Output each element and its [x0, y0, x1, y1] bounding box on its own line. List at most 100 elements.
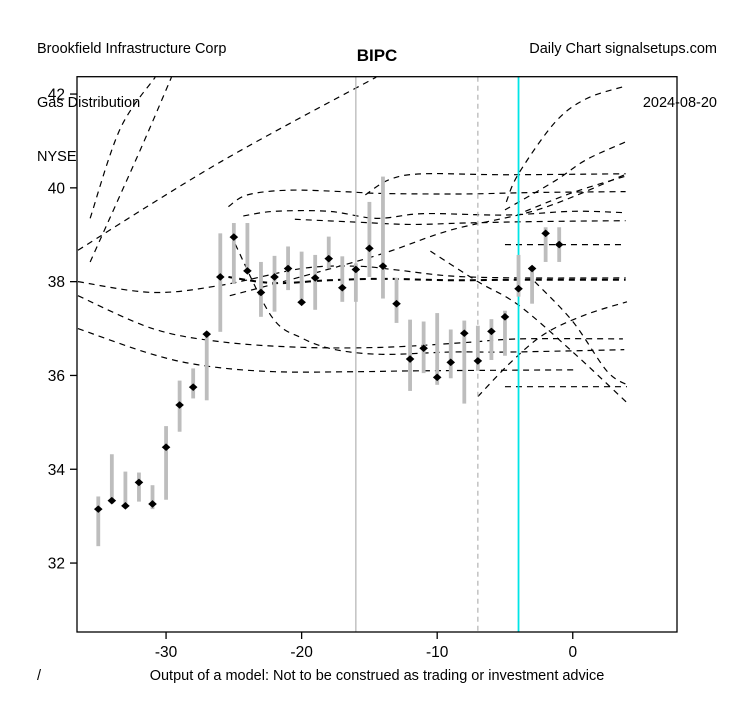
- price-bar: [353, 263, 358, 302]
- disclaimer-caption: Output of a model: Not to be construed a…: [149, 668, 605, 684]
- close-marker: [93, 505, 103, 513]
- close-marker: [215, 273, 225, 281]
- price-bar: [123, 471, 128, 509]
- close-marker: [283, 264, 293, 273]
- close-marker: [134, 478, 144, 487]
- close-marker: [514, 284, 523, 293]
- price-bar: [272, 255, 277, 312]
- price-bar: [231, 223, 236, 284]
- close-marker: [365, 244, 374, 253]
- close-marker: [446, 358, 456, 367]
- price-bar: [381, 176, 385, 299]
- close-marker: [378, 262, 388, 270]
- price-bar: [489, 319, 494, 360]
- price-bar: [503, 310, 507, 356]
- price-bar: [137, 472, 141, 502]
- close-marker: [432, 373, 442, 382]
- close-marker: [202, 330, 212, 338]
- model-line-falling-diagonal-right-2: [534, 281, 628, 386]
- chart-source: Daily Chart signalsetups.com: [529, 41, 717, 57]
- price-bar: [150, 485, 155, 510]
- model-line-level-39-5: [243, 209, 626, 219]
- model-line-falling-diagonal-right: [430, 250, 628, 404]
- close-marker: [270, 273, 279, 281]
- model-line-band-36-8: [77, 295, 623, 349]
- close-marker: [229, 233, 239, 241]
- close-marker: [310, 274, 320, 282]
- model-line-forecast-fan-up-2: [504, 141, 626, 211]
- close-marker: [324, 254, 334, 263]
- close-marker: [107, 496, 117, 505]
- close-marker: [121, 502, 130, 510]
- chart-date: 2024-08-20: [642, 95, 717, 111]
- model-line-long-rising-diagonal: [77, 76, 377, 251]
- price-bar: [530, 266, 534, 304]
- model-line-level-39-3: [294, 218, 626, 226]
- model-line-level-39-9: [228, 189, 626, 208]
- x-axis-tick-label: 0: [568, 644, 577, 661]
- model-line-forecast-fan-up-1: [505, 85, 626, 203]
- model-line-steep-upper-left-1: [89, 76, 156, 219]
- price-bar: [299, 251, 304, 304]
- page-title: BIPC: [356, 46, 398, 65]
- close-marker: [405, 355, 415, 363]
- y-axis-tick-label: 36: [48, 368, 65, 385]
- close-marker: [188, 383, 198, 391]
- y-axis-tick-label: 34: [48, 462, 66, 479]
- close-marker: [541, 229, 550, 238]
- price-bar: [340, 256, 345, 302]
- x-axis-tick-label: -20: [290, 644, 313, 661]
- price-bar: [516, 254, 521, 297]
- close-marker: [527, 264, 537, 273]
- price-bar: [164, 426, 168, 500]
- close-marker: [473, 357, 483, 365]
- close-marker: [487, 327, 496, 336]
- price-bar: [367, 201, 372, 277]
- header-right: Daily Chart signalsetups.com 2024-08-20: [529, 4, 717, 130]
- close-marker: [161, 443, 171, 452]
- close-marker: [337, 283, 347, 292]
- close-marker: [500, 313, 510, 321]
- close-marker: [175, 401, 184, 409]
- sector-name: Gas Distribution: [37, 95, 141, 111]
- price-bar: [475, 325, 480, 371]
- model-line-forecast-fan-up-3: [525, 175, 626, 212]
- y-axis-tick-label: 42: [48, 87, 65, 104]
- price-bar: [326, 236, 331, 269]
- price-bar: [462, 320, 467, 404]
- price-bar: [245, 223, 250, 274]
- y-axis-tick-label: 40: [48, 180, 66, 197]
- price-bar: [435, 313, 440, 385]
- header-left: Brookfield Infrastructure Corp Gas Distr…: [37, 4, 226, 184]
- close-marker: [243, 267, 252, 275]
- close-marker: [351, 265, 361, 274]
- close-marker: [297, 298, 306, 307]
- company-name: Brookfield Infrastructure Corp: [37, 41, 227, 57]
- x-axis-tick-label: -30: [155, 644, 178, 661]
- close-marker: [392, 299, 401, 308]
- price-bar: [448, 329, 453, 379]
- price-bar: [543, 227, 548, 262]
- close-marker: [148, 500, 157, 508]
- model-line-long-shallow-riser: [229, 173, 628, 297]
- model-line-dip-riser: [477, 301, 628, 397]
- price-bar: [96, 496, 101, 547]
- exchange-name: NYSE: [37, 149, 77, 165]
- price-bar: [109, 454, 114, 504]
- model-line-band-36-1: [77, 327, 577, 373]
- x-axis-tick-label: -10: [426, 644, 449, 661]
- close-marker: [554, 240, 564, 249]
- footer-symbol: /: [37, 668, 42, 684]
- price-bar: [313, 254, 318, 310]
- model-line-level-40-3: [365, 172, 626, 196]
- model-line-lens-left-descender: [234, 243, 625, 355]
- y-axis-tick-label: 32: [48, 556, 65, 573]
- price-bar: [218, 233, 223, 332]
- model-line-steep-upper-left-2: [89, 76, 173, 263]
- close-marker: [419, 344, 428, 353]
- close-marker: [460, 329, 469, 338]
- price-bar: [204, 331, 209, 401]
- y-axis-tick-label: 38: [48, 274, 65, 291]
- close-marker: [256, 288, 266, 297]
